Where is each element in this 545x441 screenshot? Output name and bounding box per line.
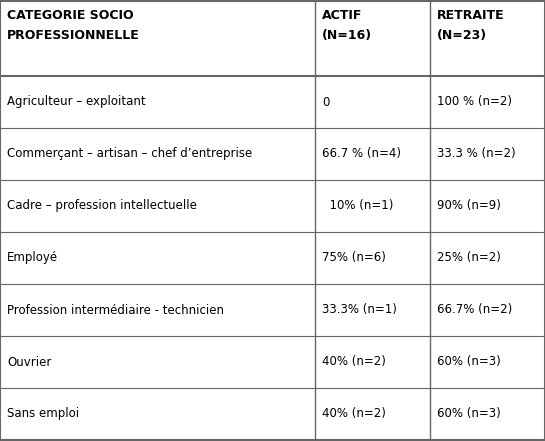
Text: 40% (n=2): 40% (n=2) — [322, 407, 386, 421]
Text: 66.7% (n=2): 66.7% (n=2) — [437, 303, 512, 317]
Text: RETRAITE: RETRAITE — [437, 9, 505, 22]
Text: 66.7 % (n=4): 66.7 % (n=4) — [322, 147, 401, 161]
Text: 90% (n=9): 90% (n=9) — [437, 199, 501, 213]
Text: CATEGORIE SOCIO: CATEGORIE SOCIO — [7, 9, 134, 22]
Text: Commerçant – artisan – chef d’entreprise: Commerçant – artisan – chef d’entreprise — [7, 147, 252, 161]
Text: Employé: Employé — [7, 251, 58, 265]
Text: Sans emploi: Sans emploi — [7, 407, 79, 421]
Text: Agriculteur – exploitant: Agriculteur – exploitant — [7, 96, 146, 108]
Text: PROFESSIONNELLE: PROFESSIONNELLE — [7, 29, 140, 42]
Text: Profession intermédiaire - technicien: Profession intermédiaire - technicien — [7, 303, 224, 317]
Text: Ouvrier: Ouvrier — [7, 355, 51, 369]
Text: (N=16): (N=16) — [322, 29, 372, 42]
Text: Cadre – profession intellectuelle: Cadre – profession intellectuelle — [7, 199, 197, 213]
Text: 25% (n=2): 25% (n=2) — [437, 251, 501, 265]
Text: 75% (n=6): 75% (n=6) — [322, 251, 386, 265]
Text: 60% (n=3): 60% (n=3) — [437, 407, 501, 421]
Text: 100 % (n=2): 100 % (n=2) — [437, 96, 512, 108]
Text: ACTIF: ACTIF — [322, 9, 362, 22]
Text: 60% (n=3): 60% (n=3) — [437, 355, 501, 369]
Text: 33.3 % (n=2): 33.3 % (n=2) — [437, 147, 516, 161]
Text: (N=23): (N=23) — [437, 29, 487, 42]
Text: 33.3% (n=1): 33.3% (n=1) — [322, 303, 397, 317]
Text: 10% (n=1): 10% (n=1) — [322, 199, 393, 213]
Text: 0: 0 — [322, 96, 329, 108]
Text: 40% (n=2): 40% (n=2) — [322, 355, 386, 369]
